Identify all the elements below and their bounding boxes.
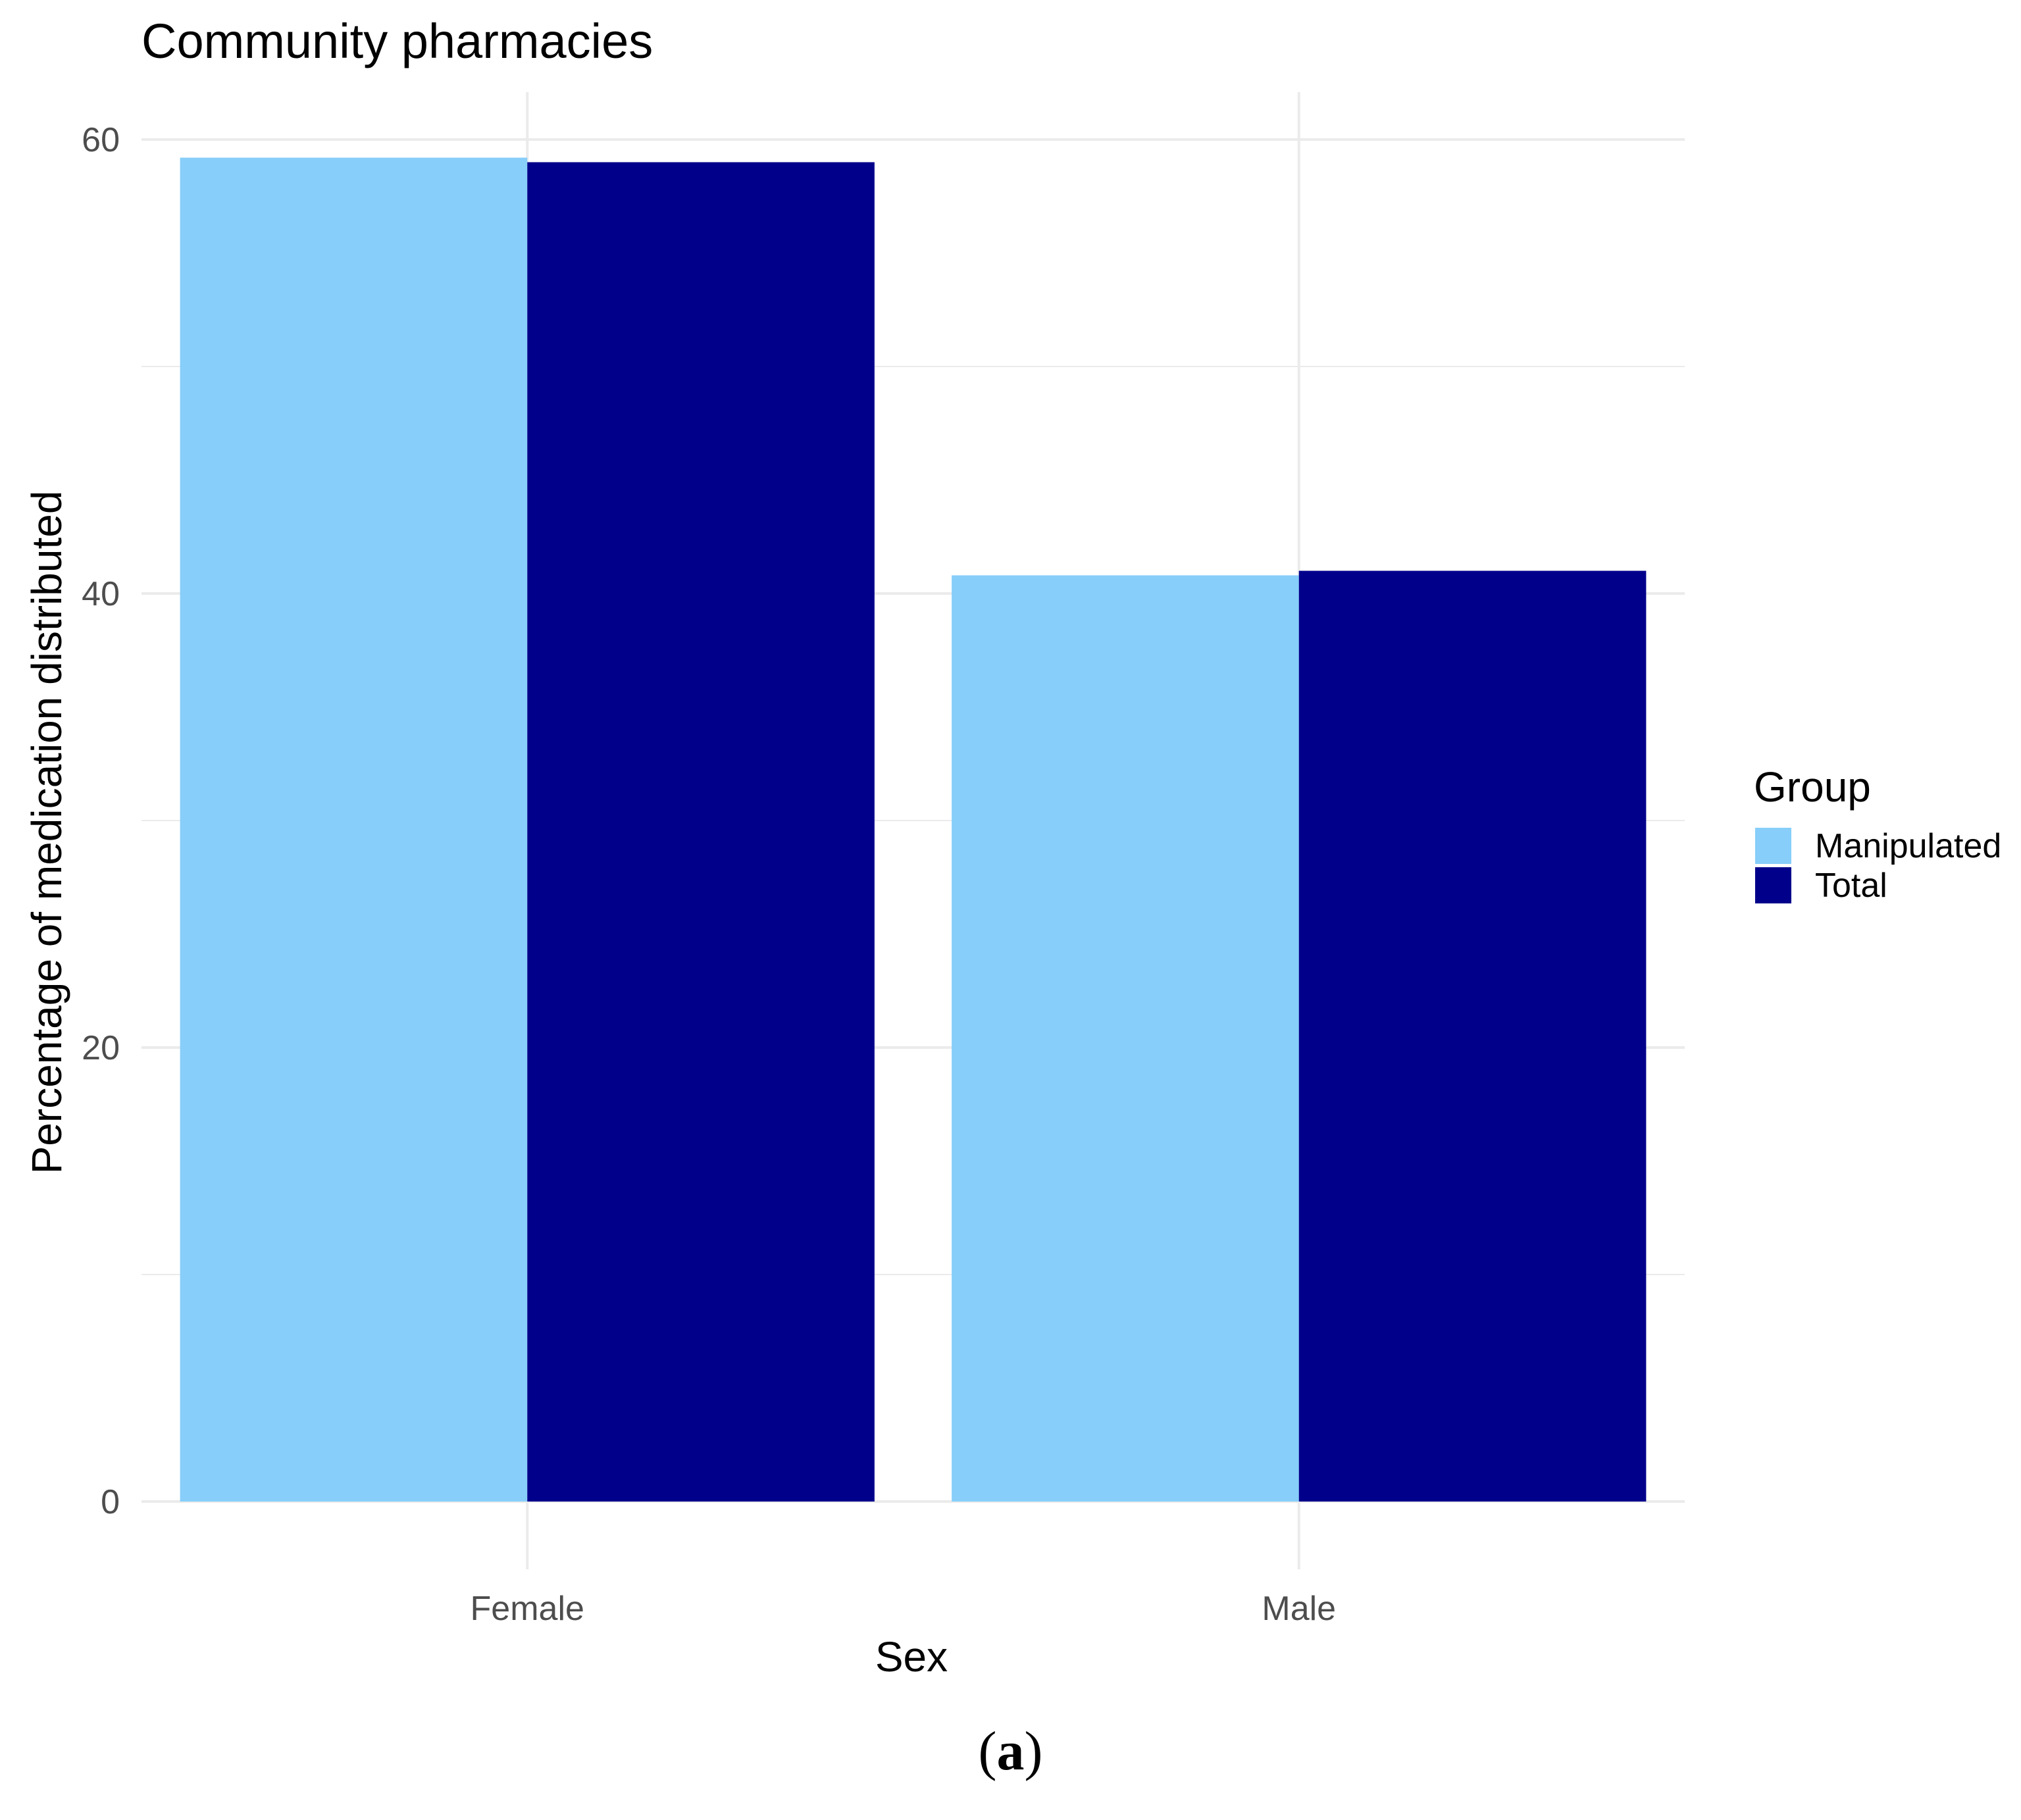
panel-label: (a) [0, 1724, 2021, 1779]
x-tick-label: Female [471, 1590, 584, 1628]
legend-label-manipulated: Manipulated [1815, 827, 2001, 865]
bars [180, 157, 1647, 1502]
panel-label-open: ( [978, 1721, 997, 1782]
x-tick-label: Male [1262, 1590, 1336, 1628]
bar-total-female [527, 162, 875, 1502]
x-axis-label: Sex [875, 1633, 948, 1681]
y-tick-label: 60 [82, 121, 120, 159]
bar-manipulated-female [180, 157, 528, 1502]
y-tick-label: 0 [101, 1483, 120, 1521]
y-tick-label: 20 [82, 1029, 120, 1067]
bar-total-male [1298, 570, 1647, 1502]
legend-key-manipulated [1755, 828, 1791, 864]
y-axis-label: Percentage of medication distributed [23, 491, 70, 1175]
y-tick-label: 40 [82, 575, 120, 613]
legend-title: Group [1754, 763, 1871, 811]
chart-title: Community pharmacies [141, 14, 653, 68]
y-axis-ticks: 0 20 40 60 [82, 121, 120, 1521]
panel-label-letter: a [996, 1721, 1025, 1782]
panel-label-close: ) [1024, 1721, 1043, 1782]
x-axis-ticks: Female Male [471, 1590, 1337, 1628]
bar-manipulated-male [952, 575, 1299, 1502]
legend-key-total [1755, 867, 1791, 903]
legend-label-total: Total [1815, 867, 1887, 905]
